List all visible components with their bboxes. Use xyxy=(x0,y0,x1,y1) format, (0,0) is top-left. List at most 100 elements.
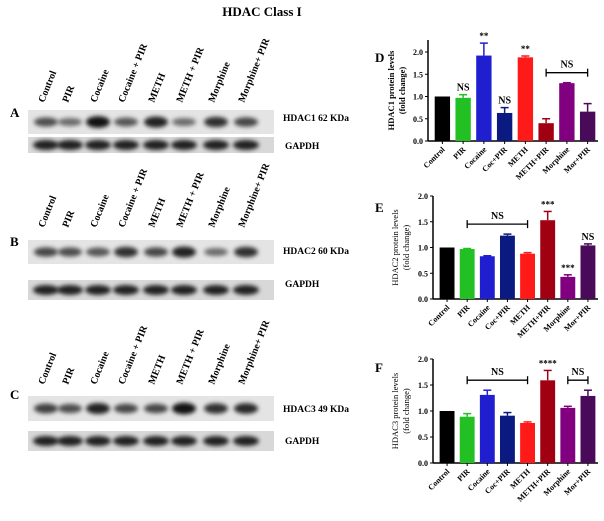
gapdh-band xyxy=(33,285,59,295)
protein-band xyxy=(204,116,228,128)
y-tick-label: 1.0 xyxy=(418,244,428,253)
y-axis-label: (fold change) xyxy=(401,225,411,271)
significance-label: NS xyxy=(582,232,595,243)
lane-label: Cocaine xyxy=(89,350,112,387)
y-axis-label: (fold change) xyxy=(397,67,407,115)
panel-letter: D xyxy=(375,50,384,65)
y-tick-label: 1.5 xyxy=(413,70,423,79)
y-axis-label: HDAC1 protein levels xyxy=(386,50,396,130)
significance-label: ** xyxy=(479,31,489,41)
y-tick-label: 1.5 xyxy=(418,381,428,390)
significance-label: NS xyxy=(560,60,573,71)
gapdh-band xyxy=(85,285,111,295)
y-tick-label: 0.0 xyxy=(418,295,428,304)
protein-band xyxy=(172,117,196,127)
protein-band xyxy=(114,403,138,414)
x-tick-label: PIR xyxy=(451,145,467,161)
gapdh-band xyxy=(85,140,111,150)
target-protein-label: HDAC2 60 KDa xyxy=(283,247,349,257)
gapdh-band xyxy=(171,436,197,446)
bar-control xyxy=(434,96,451,141)
gapdh-band xyxy=(113,140,139,150)
lane-label: Morphine xyxy=(207,342,233,386)
bar-meth-plus-pir xyxy=(540,220,556,299)
gapdh-band xyxy=(233,436,259,446)
lane-label: PIR xyxy=(61,83,78,104)
protein-band xyxy=(86,116,110,128)
gapdh-band xyxy=(171,140,197,150)
bar-mor-plus-pir xyxy=(579,111,596,141)
lane-label: METH xyxy=(147,196,169,229)
bar-meth xyxy=(520,422,536,463)
bar-coc-plus-pir xyxy=(499,235,515,299)
target-protein-label: HDAC3 49 KDa xyxy=(283,405,349,415)
lane-label: Morphine xyxy=(207,60,233,104)
protein-band xyxy=(204,247,228,257)
y-tick-label: 0.5 xyxy=(418,269,428,278)
bar-chart-e: E HDAC2 protein levels (fold change) 0.0 0.5… xyxy=(375,192,598,340)
gapdh-band xyxy=(57,140,83,150)
gapdh-band xyxy=(33,140,59,150)
protein-band xyxy=(86,247,110,257)
bar-morphine xyxy=(560,276,576,299)
significance-label: *** xyxy=(561,263,575,273)
protein-band xyxy=(58,247,82,257)
panel-letter: C xyxy=(10,387,19,402)
lane-label: Morphine+ PIR xyxy=(237,36,273,104)
bar-meth-plus-pir xyxy=(538,123,554,141)
y-tick-label: 0.0 xyxy=(413,137,423,146)
x-tick-label: Control xyxy=(422,145,448,171)
bar-meth xyxy=(520,253,536,299)
bar-pir xyxy=(455,97,471,141)
bar-mor-plus-pir xyxy=(580,245,596,299)
lane-label: Cocaine + PIR xyxy=(117,166,151,229)
gapdh-band xyxy=(113,285,139,295)
protein-band xyxy=(172,402,196,415)
protein-band xyxy=(204,403,228,414)
significance-label: *** xyxy=(541,199,555,209)
bar-pir xyxy=(459,416,475,463)
lane-label: Cocaine + PIR xyxy=(117,41,151,104)
significance-label: NS xyxy=(498,96,511,107)
bar-control xyxy=(439,247,455,299)
protein-band xyxy=(172,246,196,258)
lane-label: METH + PIR xyxy=(175,327,207,386)
protein-band xyxy=(34,117,58,127)
protein-band xyxy=(58,117,82,127)
lane-label: METH + PIR xyxy=(175,170,207,229)
bar-meth-plus-pir xyxy=(540,380,556,463)
lane-label: Control xyxy=(37,69,60,104)
bar-meth xyxy=(517,57,534,142)
lane-label: Cocaine xyxy=(89,68,112,105)
significance-label: NS xyxy=(457,83,470,94)
target-protein-label: HDAC1 62 KDa xyxy=(283,114,349,124)
y-axis-label: HDAC3 protein levels xyxy=(390,373,400,450)
y-tick-label: 1.0 xyxy=(413,93,423,102)
bar-chart-d: D HDAC1 protein levels (fold change) 0.0 0.5… xyxy=(375,31,598,182)
gapdh-band xyxy=(233,140,259,150)
bar-cocaine xyxy=(479,394,495,463)
gapdh-band xyxy=(203,140,229,150)
protein-band xyxy=(234,403,258,414)
protein-band xyxy=(234,246,258,258)
protein-band xyxy=(144,403,168,414)
y-tick-label: 0.0 xyxy=(418,459,428,468)
bar-pir xyxy=(459,249,475,299)
y-axis-label: HDAC2 protein levels xyxy=(390,209,400,286)
y-axis-label: (fold change) xyxy=(401,388,411,434)
panel-letter: E xyxy=(375,200,384,215)
x-tick-label: PIR xyxy=(455,467,471,483)
x-tick-label: Control xyxy=(426,467,452,493)
lane-label: Control xyxy=(37,351,60,386)
y-tick-label: 0.5 xyxy=(413,115,423,124)
x-tick-label: PIR xyxy=(455,303,471,319)
panel-letter: A xyxy=(10,105,20,120)
significance-label: NS xyxy=(491,367,504,378)
bar-chart-f: F HDAC3 protein levels (fold change) 0.0 0.5… xyxy=(375,355,598,504)
gapdh-band xyxy=(143,285,169,295)
significance-label: NS xyxy=(491,211,504,222)
